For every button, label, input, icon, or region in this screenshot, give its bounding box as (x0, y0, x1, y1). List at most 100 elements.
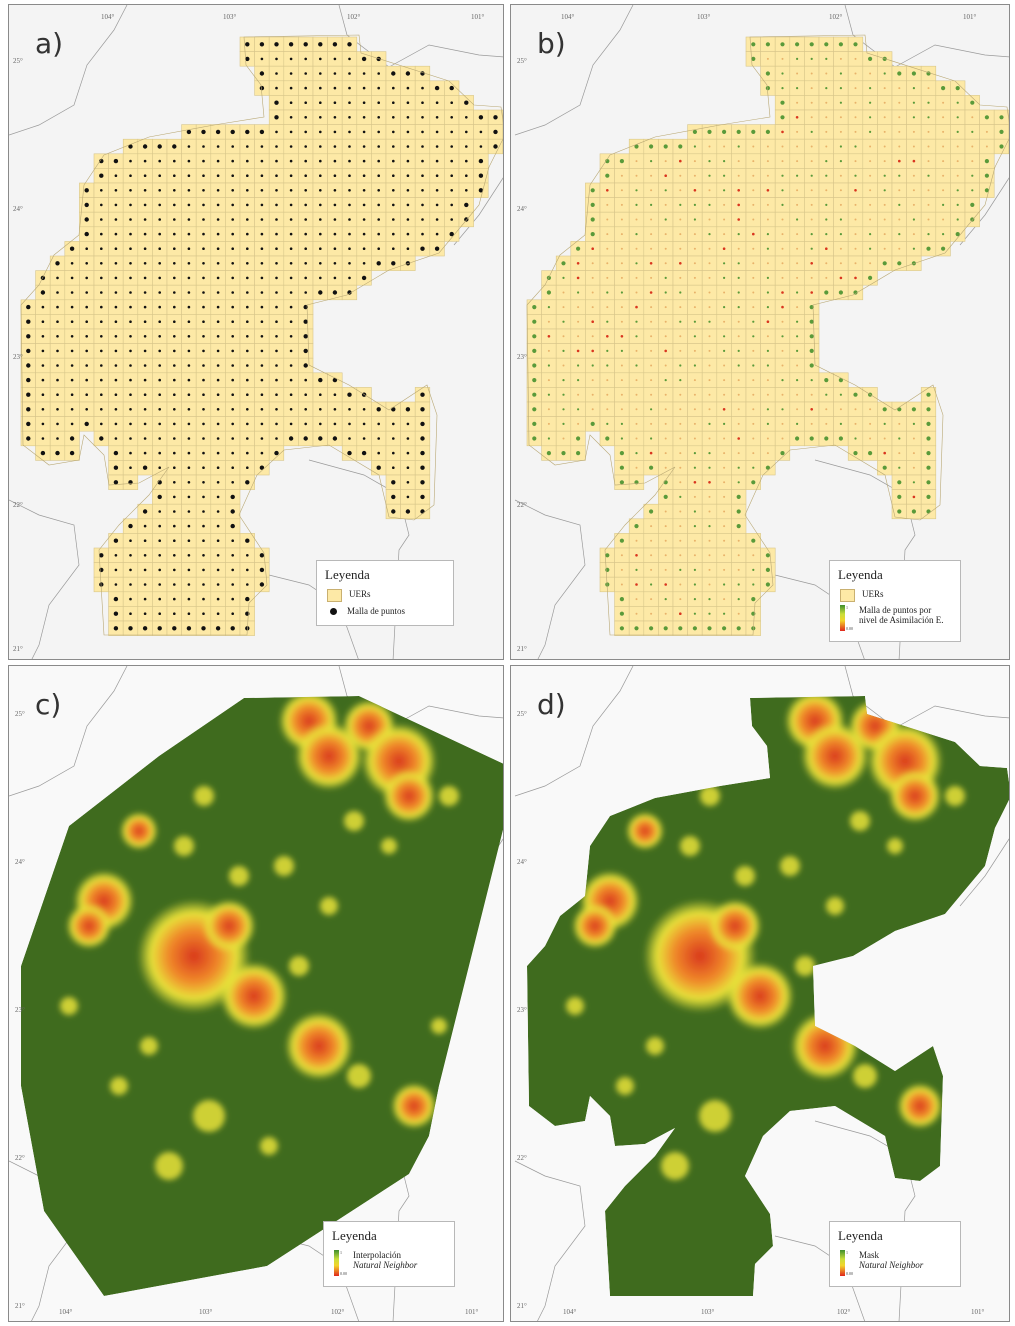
grid-point (289, 116, 293, 119)
lat-tick-b-21: 21° (517, 645, 527, 653)
grid-point (216, 539, 220, 542)
grid-point (620, 437, 623, 440)
grid-point (781, 174, 784, 177)
grid-point (912, 247, 915, 250)
grid-point (114, 364, 118, 367)
ramp-top-label: 1 (846, 605, 848, 610)
grid-point (289, 72, 293, 75)
grid-point (187, 437, 191, 440)
grid-point (56, 378, 59, 382)
grid-point (333, 86, 337, 90)
grid-point (129, 159, 132, 163)
grid-point (246, 568, 249, 572)
grid-point (708, 525, 711, 528)
grid-point (376, 261, 381, 266)
grid-point (435, 218, 439, 221)
grid-point (114, 174, 118, 177)
grid-point (202, 568, 205, 572)
grid-point (202, 232, 205, 236)
grid-point (202, 247, 205, 250)
grid-point (883, 203, 886, 206)
grid-point (825, 393, 828, 396)
grid-point (723, 525, 726, 528)
grid-point (69, 246, 75, 251)
grid-point (752, 393, 755, 396)
grid-point (737, 203, 740, 207)
grid-point (275, 174, 278, 177)
grid-point (332, 436, 338, 441)
grid-point (479, 130, 483, 134)
grid-point (187, 597, 191, 601)
grid-point (679, 554, 682, 557)
grid-point (406, 130, 410, 134)
grid-point (100, 276, 103, 280)
grid-point (796, 349, 799, 352)
grid-point (679, 320, 682, 323)
grid-point (319, 408, 322, 411)
grid-point (405, 71, 411, 76)
grid-point (869, 116, 872, 119)
grid-point (260, 203, 264, 207)
lat-tick-b-22: 22° (517, 501, 527, 509)
grid-point (260, 189, 264, 192)
grid-point (246, 378, 249, 382)
grid-point (450, 203, 454, 207)
grid-point (70, 320, 74, 324)
grid-point (620, 422, 623, 425)
grid-point (421, 101, 424, 104)
lon-tick-b-103: 103° (697, 13, 711, 21)
grid-point (708, 349, 711, 352)
grid-point (129, 203, 132, 207)
grid-point (825, 247, 828, 250)
grid-point (275, 159, 278, 163)
grid-point (377, 174, 381, 177)
grid-point (898, 101, 901, 104)
grid-point (796, 72, 799, 75)
grid-point (577, 379, 580, 382)
grid-point (26, 334, 31, 339)
grid-point (100, 378, 103, 382)
grid-point (796, 422, 799, 425)
grid-point (173, 597, 176, 601)
grid-point (420, 436, 425, 441)
grid-point (406, 159, 410, 163)
grid-point (246, 335, 249, 338)
grid-point (304, 203, 308, 207)
grid-point (143, 203, 147, 207)
grid-point (289, 378, 293, 382)
grid-point (450, 130, 454, 134)
grid-point (260, 422, 264, 426)
grid-point (664, 364, 667, 367)
grid-point (824, 42, 829, 47)
grid-point (781, 130, 784, 134)
grid-point (26, 436, 31, 441)
grid-point (679, 218, 682, 221)
grid-point (825, 203, 828, 206)
grid-point (693, 364, 696, 367)
grid-point (869, 160, 872, 163)
grid-point (173, 393, 176, 397)
grid-point (854, 233, 857, 236)
grid-point (392, 130, 395, 134)
grid-point (766, 145, 769, 148)
grid-point (650, 189, 653, 192)
grid-point (635, 598, 638, 601)
grid-point (898, 422, 901, 425)
grid-point (576, 451, 581, 456)
grid-point (634, 626, 639, 631)
grid-point (114, 262, 118, 265)
grid-point (99, 567, 104, 573)
grid-point (708, 495, 711, 498)
grid-point (56, 408, 59, 411)
grid-point (692, 129, 697, 134)
grid-point (955, 232, 960, 237)
grid-point (810, 116, 813, 119)
grid-point (649, 465, 654, 470)
hotspot (260, 1137, 278, 1155)
grid-point (723, 203, 726, 206)
grid-point (391, 509, 396, 514)
grid-point (664, 598, 667, 601)
grid-point (926, 246, 931, 251)
grid-point (693, 525, 696, 528)
grid-point (173, 247, 176, 250)
